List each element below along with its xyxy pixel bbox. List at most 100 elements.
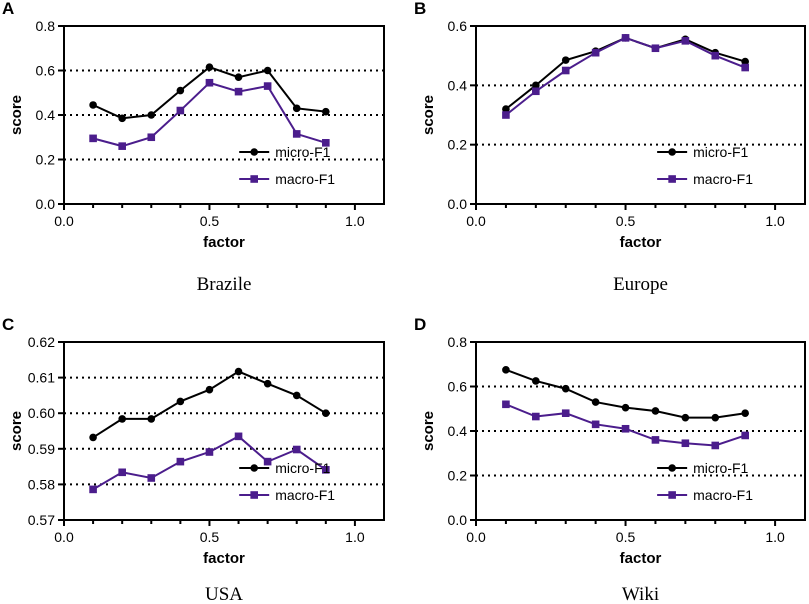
data-point [681, 37, 690, 45]
data-point [681, 413, 690, 422]
legend-entry: micro-F1 [657, 460, 749, 476]
y-axis-label: score [420, 95, 437, 135]
legend-label: micro-F1 [275, 144, 330, 160]
data-point [234, 432, 243, 441]
y-tick-label: 0.6 [36, 63, 56, 79]
data-point [263, 457, 272, 466]
data-point [502, 366, 510, 374]
panel-letter: B [414, 0, 426, 18]
data-point [502, 111, 510, 119]
data-point [741, 431, 749, 440]
x-tick-label: 0.5 [616, 529, 636, 545]
x-tick-label: 0.0 [466, 213, 486, 229]
y-tick-label: 0.0 [36, 196, 56, 212]
data-point [532, 87, 540, 96]
data-point [741, 409, 749, 418]
data-point [532, 412, 540, 421]
data-point [292, 391, 301, 400]
panel-caption: Brazile [197, 274, 252, 295]
data-point [147, 415, 156, 423]
data-point [118, 415, 126, 423]
series-micro-f1 [502, 34, 749, 113]
legend-marker [668, 175, 676, 183]
data-point [147, 111, 156, 119]
series-macro-f1 [89, 432, 330, 494]
x-axis-label: factor [620, 234, 662, 251]
series-line [92, 66, 326, 120]
data-point [292, 104, 301, 113]
y-tick-label: 0.6 [448, 379, 468, 395]
y-tick-label: 0.4 [448, 423, 468, 439]
series-micro-f1 [89, 367, 330, 442]
series-micro-f1 [502, 366, 749, 422]
legend-marker [250, 464, 258, 472]
data-point [263, 379, 272, 388]
data-point [711, 51, 720, 60]
data-point [205, 385, 214, 394]
legend-marker [668, 148, 676, 156]
series-micro-f1 [89, 63, 330, 123]
data-point [322, 466, 330, 474]
data-point [741, 57, 749, 66]
data-point [561, 66, 570, 75]
data-point [234, 367, 243, 376]
y-tick-label: 0.4 [36, 107, 56, 123]
y-axis-label: score [8, 411, 25, 451]
data-point [205, 63, 214, 71]
x-tick-label: 0.5 [200, 529, 220, 545]
legend-entry: micro-F1 [657, 144, 749, 160]
legend-label: macro-F1 [275, 487, 335, 503]
data-point [234, 73, 243, 81]
data-point [147, 474, 156, 482]
y-tick-label: 0.0 [448, 196, 468, 212]
data-point [89, 134, 97, 143]
x-tick-label: 0.5 [616, 213, 636, 229]
series-line [92, 370, 327, 439]
legend-label: macro-F1 [693, 487, 753, 503]
x-tick-label: 0.0 [54, 213, 74, 229]
data-point [741, 63, 749, 72]
y-axis-label: score [420, 411, 437, 451]
data-point [147, 133, 156, 142]
panel-letter: D [414, 315, 426, 334]
chart-panel-d: D 0.0 0.2 0.4 0.6 0.8 0.0 0.5 1.0 factor score micr… [414, 315, 806, 604]
x-tick-label: 1.0 [765, 213, 785, 229]
data-point [322, 107, 330, 116]
data-point [292, 445, 301, 454]
x-axis-label: factor [620, 550, 662, 567]
data-point [561, 384, 570, 393]
data-point [711, 441, 720, 450]
panel-letter: C [2, 315, 14, 334]
series-macro-f1 [502, 400, 749, 450]
data-point [561, 56, 570, 64]
chart-panel-a: A 0.0 0.2 0.4 0.6 0.8 0.0 0.5 1.0 factor score micr… [2, 0, 385, 295]
plot-frame [475, 25, 806, 205]
data-point [651, 436, 660, 444]
data-point [561, 409, 570, 417]
y-tick-label: 0.0 [448, 512, 468, 528]
y-tick-label: 0.59 [28, 441, 55, 457]
y-tick-label: 0.2 [448, 137, 468, 153]
plot-frame [63, 341, 385, 521]
data-point [591, 420, 600, 429]
data-point [89, 485, 97, 494]
data-point [205, 448, 214, 456]
panel-letter: A [2, 0, 14, 18]
data-point [176, 86, 185, 95]
panel-caption: USA [205, 584, 243, 604]
y-tick-label: 0.2 [448, 468, 468, 484]
x-tick-label: 0.0 [54, 529, 74, 545]
legend-entry: macro-F1 [657, 487, 753, 503]
chart-panel-b: B 0.0 0.2 0.4 0.6 0.0 0.5 1.0 factor score micro-F… [414, 0, 806, 295]
legend-label: micro-F1 [693, 144, 748, 160]
data-point [176, 457, 185, 466]
legend-label: micro-F1 [693, 460, 748, 476]
panel-caption: Wiki [622, 584, 659, 604]
data-point [651, 407, 660, 415]
x-tick-label: 1.0 [345, 213, 365, 229]
chart-panel-c: C 0.57 0.58 0.59 0.60 0.61 0.62 0.0 0.5 1.0 factor… [2, 315, 385, 604]
x-axis-label: factor [203, 234, 245, 251]
series-macro-f1 [89, 78, 330, 150]
panel-caption: Europe [613, 274, 668, 295]
data-point [681, 439, 690, 448]
